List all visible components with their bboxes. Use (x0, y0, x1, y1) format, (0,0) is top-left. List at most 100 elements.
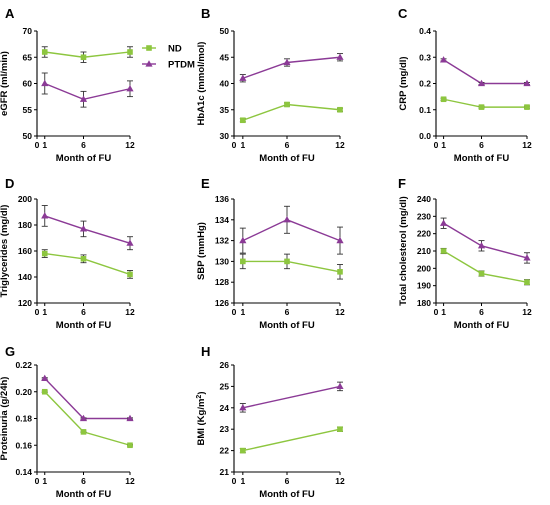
y-tick-label: 21 (220, 467, 230, 477)
y-tick-label: 180 (18, 220, 32, 230)
x-tick-label: 12 (335, 140, 345, 150)
x-tick-label: 12 (335, 307, 345, 317)
y-tick-label: 30 (220, 131, 230, 141)
y-axis-title-main: Total cholesterol (mg/dl) (398, 196, 409, 306)
x-tick-label: 1 (240, 307, 245, 317)
data-point (523, 254, 531, 261)
y-tick-label: 200 (417, 263, 431, 273)
panel-d: D 120 140 160 180 200 0 1 6 12 Month of FU Triglyce… (0, 176, 135, 331)
x-tick-label: 6 (479, 140, 484, 150)
series-line (443, 222, 528, 259)
panel-letter: C (398, 6, 408, 21)
series-nd (239, 101, 343, 124)
y-tick-label: 0.18 (15, 414, 32, 424)
series-nd (239, 253, 343, 280)
x-tick-label: 0 (232, 476, 237, 486)
data-point (283, 58, 291, 66)
panel-letter: A (5, 6, 15, 21)
panel-g: G 0.14 0.16 0.18 0.20 0.22 0 1 6 12 Month of FU Pro… (0, 344, 135, 500)
y-tick-label: 35 (220, 105, 230, 115)
x-axis-title: Month of FU (56, 320, 112, 331)
data-point (336, 53, 344, 60)
series-line (242, 260, 341, 273)
y-axis-title-sup: 2 (196, 395, 203, 399)
x-axis-title: Month of FU (259, 153, 315, 164)
series-nd (440, 247, 530, 286)
data-point (336, 382, 344, 389)
x-tick-label: 6 (81, 140, 86, 150)
panel-letter: E (201, 176, 210, 191)
x-tick-label: 1 (240, 140, 245, 150)
y-tick-label: 126 (215, 298, 229, 308)
series-line (242, 103, 341, 121)
data-point (41, 49, 48, 55)
x-tick-label: 12 (125, 476, 135, 486)
x-tick-label: 0 (232, 307, 237, 317)
series-ptdm (439, 56, 531, 87)
data-point (524, 104, 530, 110)
panel-e: E 126 128 130 132 134 136 0 1 6 12 Month of FU SBP (… (196, 176, 345, 331)
x-tick-label: 0 (232, 140, 237, 150)
y-tick-label: 200 (18, 194, 32, 204)
y-axis-title: SBP (mmHg) (196, 222, 207, 280)
y-tick-label: 160 (18, 246, 32, 256)
y-tick-label: 70 (23, 26, 33, 36)
data-point (239, 404, 247, 411)
y-axis-title-main: Triglycerides (mg/dl) (0, 205, 10, 298)
panel-b: B 30 35 40 45 50 0 1 6 12 Month of FU HbA1c (mmol/m… (196, 6, 345, 164)
x-axis-title: Month of FU (259, 320, 315, 331)
series-line (44, 51, 131, 58)
y-tick-label: 0.1 (419, 105, 431, 115)
x-tick-label: 6 (81, 476, 86, 486)
series-ptdm (239, 205, 344, 255)
y-axis-title: BMI (Kg/m2) (196, 391, 208, 445)
y-tick-label: 22 (220, 446, 230, 456)
data-point (523, 79, 531, 87)
y-tick-label: 24 (220, 403, 230, 413)
data-point (41, 212, 49, 219)
y-tick-label: 40 (220, 79, 230, 89)
y-tick-label: 50 (23, 131, 33, 141)
data-point (240, 447, 246, 454)
panel-a: A 50 55 60 65 70 0 1 6 12 Month of FU eGFR (ml/min) (0, 6, 135, 164)
y-tick-label: 25 (220, 381, 230, 391)
x-tick-label: 1 (42, 476, 47, 486)
y-tick-label: 23 (220, 424, 230, 434)
panel-letter: D (5, 176, 14, 191)
y-tick-label: 26 (220, 360, 230, 370)
series-nd (239, 426, 343, 454)
x-axis-title: Month of FU (454, 320, 510, 331)
data-point (126, 239, 134, 246)
data-point (477, 242, 486, 249)
legend-marker-triangle (145, 60, 153, 67)
panel-h: H 21 22 23 24 25 26 0 1 6 12 Month of FU BMI (Kg/m2) (196, 344, 345, 500)
series-line (242, 219, 341, 242)
data-point (41, 374, 49, 381)
series-line (242, 385, 341, 409)
x-tick-label: 0 (35, 140, 40, 150)
data-point (127, 49, 133, 55)
series-ptdm (41, 374, 134, 422)
y-axis-title: Total cholesterol (mg/dl) (398, 196, 409, 306)
data-point (440, 248, 447, 254)
series-line (44, 82, 131, 100)
y-axis-title: eGFR (ml/min) (0, 51, 10, 116)
data-point (80, 54, 87, 61)
x-axis-title: Month of FU (454, 153, 510, 164)
y-tick-label: 230 (417, 211, 431, 221)
series-line (44, 252, 131, 276)
data-point (440, 96, 447, 103)
x-tick-label: 12 (522, 140, 532, 150)
x-tick-label: 0 (35, 307, 40, 317)
series-line (443, 98, 527, 108)
data-point (283, 216, 291, 223)
legend-label: ND (168, 44, 182, 55)
x-tick-label: 6 (285, 476, 290, 486)
y-tick-label: 65 (23, 52, 33, 62)
data-point (41, 250, 48, 257)
data-point (478, 104, 485, 110)
series-line (242, 428, 341, 452)
panel-letter: G (5, 344, 15, 359)
y-axis-title-main: SBP (mmHg) (196, 222, 207, 280)
